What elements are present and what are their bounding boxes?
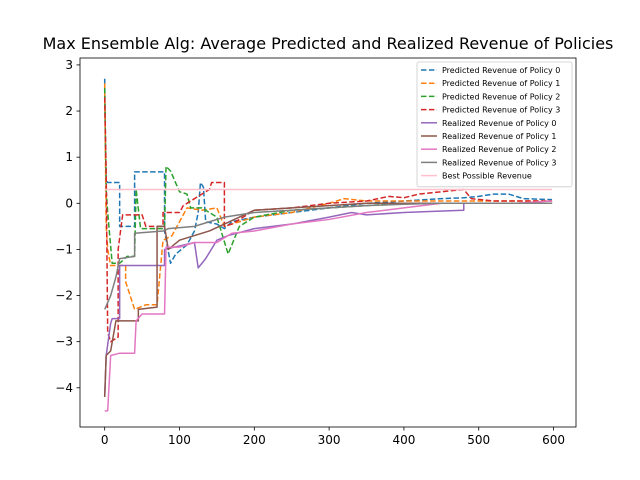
legend-label-6: Realized Revenue of Policy 2 — [442, 145, 557, 154]
y-tick-label-1: −3 — [55, 335, 73, 349]
x-tick-label-5: 500 — [467, 433, 490, 447]
series-line-5 — [103, 202, 553, 398]
x-tick-label-4: 400 — [392, 433, 415, 447]
x-tick-label-3: 300 — [318, 433, 341, 447]
series-line-0 — [103, 78, 553, 265]
y-axis: −4 −3 −2 −1 0 1 2 3 — [55, 58, 80, 395]
series-line-3 — [103, 97, 553, 343]
y-tick-label-7: 3 — [65, 58, 73, 72]
x-axis: 0 100 200 300 400 500 600 — [101, 427, 565, 447]
x-tick-label-0: 0 — [101, 433, 109, 447]
legend-label-5: Realized Revenue of Policy 1 — [442, 132, 557, 141]
x-tick-label-6: 600 — [542, 433, 565, 447]
legend-label-3: Predicted Revenue of Policy 3 — [442, 106, 560, 115]
legend-label-8: Best Possible Revenue — [442, 172, 532, 181]
y-tick-label-3: −1 — [55, 242, 73, 256]
legend-label-1: Predicted Revenue of Policy 1 — [442, 79, 560, 88]
plot-area — [79, 57, 577, 428]
chart-title: Max Ensemble Alg: Average Predicted and … — [43, 34, 614, 53]
legend-label-7: Realized Revenue of Policy 3 — [442, 158, 557, 167]
y-tick-label-6: 2 — [65, 104, 73, 118]
y-tick-label-0: −4 — [55, 381, 73, 395]
legend-label-2: Predicted Revenue of Policy 2 — [442, 92, 560, 101]
y-tick-label-2: −2 — [55, 289, 73, 303]
series-line-6 — [104, 200, 553, 412]
legend-label-4: Realized Revenue of Policy 0 — [442, 119, 557, 128]
x-tick-label-2: 200 — [243, 433, 266, 447]
legend: Predicted Revenue of Policy 0 Predicted R… — [416, 61, 573, 188]
y-tick-label-5: 1 — [65, 150, 73, 164]
series-line-1 — [103, 83, 553, 311]
series-layer — [103, 78, 553, 412]
axes-frame — [79, 57, 577, 428]
series-line-4 — [103, 202, 553, 398]
legend-box — [416, 61, 573, 188]
series-line-7 — [104, 202, 553, 310]
y-tick-label-4: 0 — [65, 196, 73, 210]
x-tick-label-1: 100 — [168, 433, 191, 447]
legend-label-0: Predicted Revenue of Policy 0 — [442, 66, 560, 75]
